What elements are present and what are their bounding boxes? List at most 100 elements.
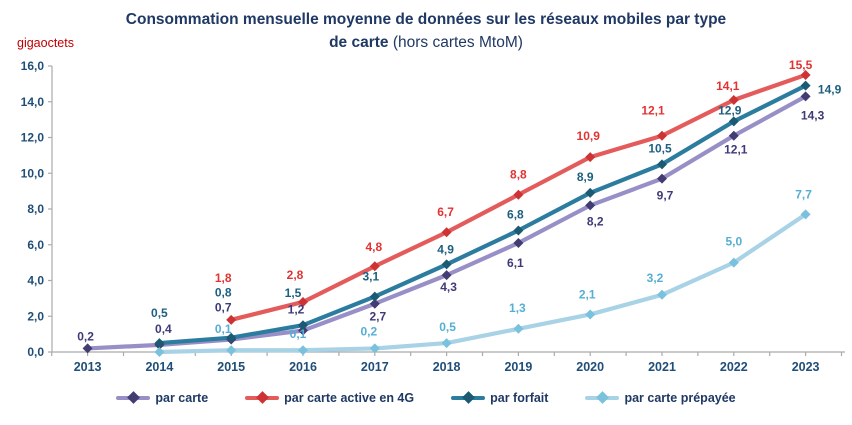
data-point-label: 1,2 xyxy=(288,303,305,317)
data-point-marker xyxy=(441,259,452,270)
x-tick-label: 2013 xyxy=(74,360,102,374)
data-point-label: 10,5 xyxy=(648,141,672,155)
x-tick-label: 2022 xyxy=(720,360,748,374)
x-tick-label: 2019 xyxy=(504,360,532,374)
data-point-marker xyxy=(513,189,524,200)
data-point-marker xyxy=(800,69,811,80)
y-axis-unit-label: gigaoctets xyxy=(17,36,74,50)
legend-diamond-icon xyxy=(462,391,475,404)
legend-line-swatch xyxy=(245,391,280,404)
data-point-label: 10,9 xyxy=(577,129,601,143)
legend-item-0: par carte xyxy=(116,391,208,405)
data-point-marker xyxy=(657,289,667,300)
legend-diamond-icon xyxy=(596,391,610,404)
x-tick-label: 2017 xyxy=(361,360,389,374)
data-point-marker xyxy=(441,270,452,281)
x-tick-label: 2020 xyxy=(576,360,604,374)
data-point-label: 14,3 xyxy=(801,108,825,122)
plot-area: 0,0 2,0 4,0 6,0 8,0 10,0 12,0 14,0 16,0 2013 2014 2… xyxy=(21,58,845,374)
data-point-marker xyxy=(298,345,308,356)
data-point-marker xyxy=(441,227,452,238)
data-point-label: 3,2 xyxy=(647,271,664,285)
data-point-marker xyxy=(369,291,380,302)
data-point-marker xyxy=(585,309,596,320)
data-point-label: 0,7 xyxy=(215,300,232,314)
data-point-label: 14,9 xyxy=(818,83,842,97)
data-point-marker xyxy=(441,338,452,349)
y-tick-label: 6,0 xyxy=(27,238,44,252)
data-point-marker xyxy=(513,323,524,334)
data-point-marker xyxy=(728,94,739,105)
data-point-marker xyxy=(513,225,524,236)
data-point-label: 8,9 xyxy=(577,170,594,184)
data-point-label: 3,1 xyxy=(362,270,379,284)
legend-line-swatch xyxy=(116,391,151,404)
data-point-label: 12,9 xyxy=(718,103,742,117)
data-point-label: 8,2 xyxy=(587,214,604,228)
data-point-label: 0,5 xyxy=(151,306,168,320)
y-tick-label: 4,0 xyxy=(27,274,44,288)
x-tick-label: 2016 xyxy=(289,360,317,374)
data-point-marker xyxy=(298,296,308,307)
chart-title-line1: Consommation mensuelle moyenne de donnée… xyxy=(125,11,727,28)
data-point-label: 6,7 xyxy=(437,205,454,219)
data-point-label: 0,5 xyxy=(439,320,456,334)
data-point-label: 5,0 xyxy=(725,235,742,249)
data-point-label: 0,4 xyxy=(155,322,172,336)
legend-diamond-icon xyxy=(256,391,270,404)
data-point-label: 8,8 xyxy=(510,168,527,182)
data-point-label: 0,1 xyxy=(290,327,307,341)
data-point-label: 2,8 xyxy=(287,268,304,282)
y-tick-label: 8,0 xyxy=(27,202,44,216)
data-point-label: 12,1 xyxy=(724,143,748,157)
data-point-marker xyxy=(369,261,380,272)
data-point-marker xyxy=(585,200,596,211)
data-point-marker xyxy=(585,152,596,163)
data-point-marker xyxy=(800,91,811,102)
legend: par carte par carte active en 4G par forfa… xyxy=(0,391,852,405)
x-tick-label: 2014 xyxy=(145,360,173,374)
data-point-marker xyxy=(800,209,811,220)
legend-label: par carte xyxy=(155,391,209,405)
data-point-label: 1,8 xyxy=(215,271,232,285)
data-point-marker xyxy=(513,237,524,248)
y-tick-label: 2,0 xyxy=(27,309,44,323)
data-point-marker xyxy=(154,347,165,357)
data-point-label: 0,2 xyxy=(360,324,377,338)
data-point-label: 4,9 xyxy=(437,242,454,256)
data-point-marker xyxy=(728,130,739,141)
data-point-marker xyxy=(728,257,739,268)
data-point-marker xyxy=(82,343,93,354)
legend-diamond-icon xyxy=(127,391,141,404)
legend-line-swatch xyxy=(585,391,620,404)
data-point-marker xyxy=(657,159,667,170)
legend-item-3: par carte prépayée xyxy=(585,391,736,405)
series-line-2 xyxy=(157,83,808,346)
y-tick-label: 0,0 xyxy=(27,345,44,359)
data-point-label: 15,5 xyxy=(789,58,813,72)
data-point-marker xyxy=(226,332,237,343)
data-point-label: 1,3 xyxy=(509,301,526,315)
data-point-label: 6,8 xyxy=(507,207,524,221)
series-line-3 xyxy=(157,212,808,355)
data-point-marker xyxy=(657,130,667,141)
legend-label: par carte prépayée xyxy=(624,391,736,405)
y-tick-label: 12,0 xyxy=(21,131,45,145)
data-point-marker xyxy=(800,80,811,91)
y-tick-label: 14,0 xyxy=(21,95,45,109)
data-point-label: 7,7 xyxy=(795,187,812,201)
legend-label: par forfait xyxy=(490,391,549,405)
legend-line-swatch xyxy=(451,391,486,404)
data-point-label: 0,2 xyxy=(77,329,94,343)
data-point-label: 2,1 xyxy=(579,287,596,301)
data-point-marker xyxy=(657,173,667,184)
x-tick-label: 2015 xyxy=(217,360,245,374)
y-tick-label: 16,0 xyxy=(21,59,45,73)
data-point-label: 0,8 xyxy=(215,286,232,300)
data-point-marker xyxy=(369,343,380,354)
data-point-label: 14,1 xyxy=(716,79,740,93)
data-point-label: 12,1 xyxy=(641,104,665,118)
legend-label: par carte active en 4G xyxy=(284,391,415,405)
legend-item-2: par forfait xyxy=(451,391,548,405)
